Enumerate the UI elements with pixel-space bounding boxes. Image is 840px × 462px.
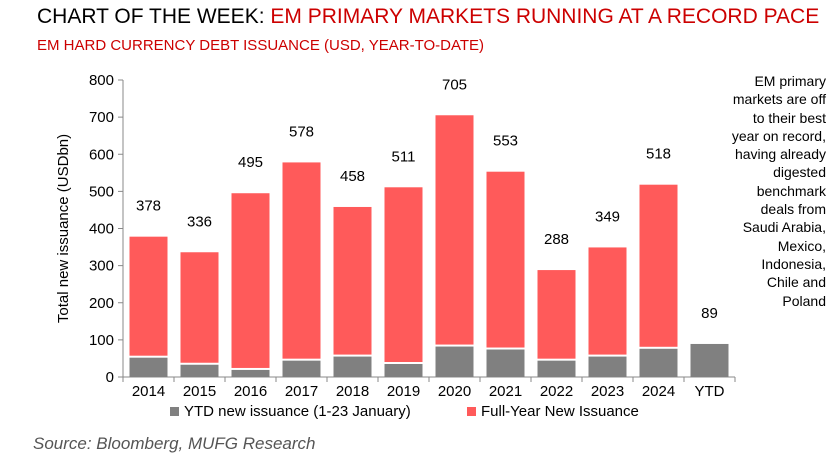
data-label: 349 <box>595 208 620 225</box>
x-tick-label: YTD <box>695 383 725 400</box>
bar-ytd <box>639 348 678 377</box>
x-tick-label: 2022 <box>540 383 573 400</box>
y-tick-label: 200 <box>89 295 114 312</box>
y-tick-label: 100 <box>89 332 114 349</box>
y-tick-label: 800 <box>89 72 114 89</box>
legend-swatch <box>170 407 179 416</box>
x-tick-label: 2017 <box>285 383 318 400</box>
data-label: 89 <box>701 305 718 322</box>
x-tick-label: 2015 <box>183 383 216 400</box>
bar-full-year <box>537 270 576 359</box>
y-tick-label: 600 <box>89 146 114 163</box>
x-tick-label: 2023 <box>591 383 624 400</box>
y-tick-label: 700 <box>89 109 114 126</box>
bar-ytd <box>435 346 474 377</box>
data-label: 511 <box>392 148 416 165</box>
bar-ytd <box>333 356 372 377</box>
bar-ytd <box>180 364 219 377</box>
y-tick-label: 300 <box>89 258 114 275</box>
x-tick-label: 2024 <box>642 383 675 400</box>
legend-label: Full-Year New Issuance <box>481 403 639 420</box>
annotation-note: EM primary markets are off to their best… <box>731 73 826 309</box>
bar-ytd <box>231 369 270 377</box>
bar-full-year <box>435 115 474 345</box>
bar-ytd <box>486 349 525 377</box>
data-label: 336 <box>187 213 212 230</box>
title-main: EM PRIMARY MARKETS RUNNING AT A RECORD P… <box>270 5 820 28</box>
x-tick-label: 2021 <box>489 383 522 400</box>
bar-full-year <box>384 187 423 363</box>
bar-full-year <box>333 206 372 355</box>
bar-full-year <box>639 184 678 347</box>
data-label: 288 <box>544 231 569 248</box>
bar-ytd <box>384 364 423 377</box>
x-tick-label: 2018 <box>336 383 369 400</box>
chart-title: CHART OF THE WEEK: EM PRIMARY MARKETS RU… <box>37 5 819 29</box>
data-label: 518 <box>646 146 671 163</box>
legend-label: YTD new issuance (1-23 January) <box>184 403 411 420</box>
title-prefix: CHART OF THE WEEK: <box>37 5 271 28</box>
data-label: 458 <box>340 168 365 185</box>
data-label: 705 <box>442 76 467 93</box>
bar-ytd <box>690 343 729 377</box>
y-tick-label: 400 <box>89 221 114 238</box>
y-tick-label: 0 <box>106 369 114 386</box>
data-label: 553 <box>493 133 518 150</box>
bar-ytd <box>129 357 168 377</box>
x-tick-label: 2020 <box>438 383 471 400</box>
data-label: 578 <box>289 123 314 140</box>
bar-full-year <box>588 247 627 355</box>
y-tick-label: 500 <box>89 183 114 200</box>
y-axis-label: Total new issuance (USDbn) <box>55 134 72 323</box>
bar-ytd <box>282 360 321 377</box>
x-tick-label: 2019 <box>387 383 420 400</box>
legend-swatch <box>467 407 476 416</box>
chart-subtitle: EM HARD CURRENCY DEBT ISSUANCE (USD, YEA… <box>37 37 485 54</box>
bar-full-year <box>129 236 168 356</box>
bar-full-year <box>180 252 219 363</box>
bar-ytd <box>537 360 576 377</box>
x-tick-label: 2014 <box>132 383 165 400</box>
data-label: 495 <box>238 154 263 171</box>
bar-ytd <box>588 356 627 377</box>
x-tick-label: 2016 <box>234 383 267 400</box>
bar-full-year <box>231 193 270 368</box>
data-label: 378 <box>136 198 161 215</box>
source-note: Source: Bloomberg, MUFG Research <box>33 434 316 453</box>
bar-full-year <box>282 162 321 359</box>
bar-full-year <box>486 171 525 348</box>
